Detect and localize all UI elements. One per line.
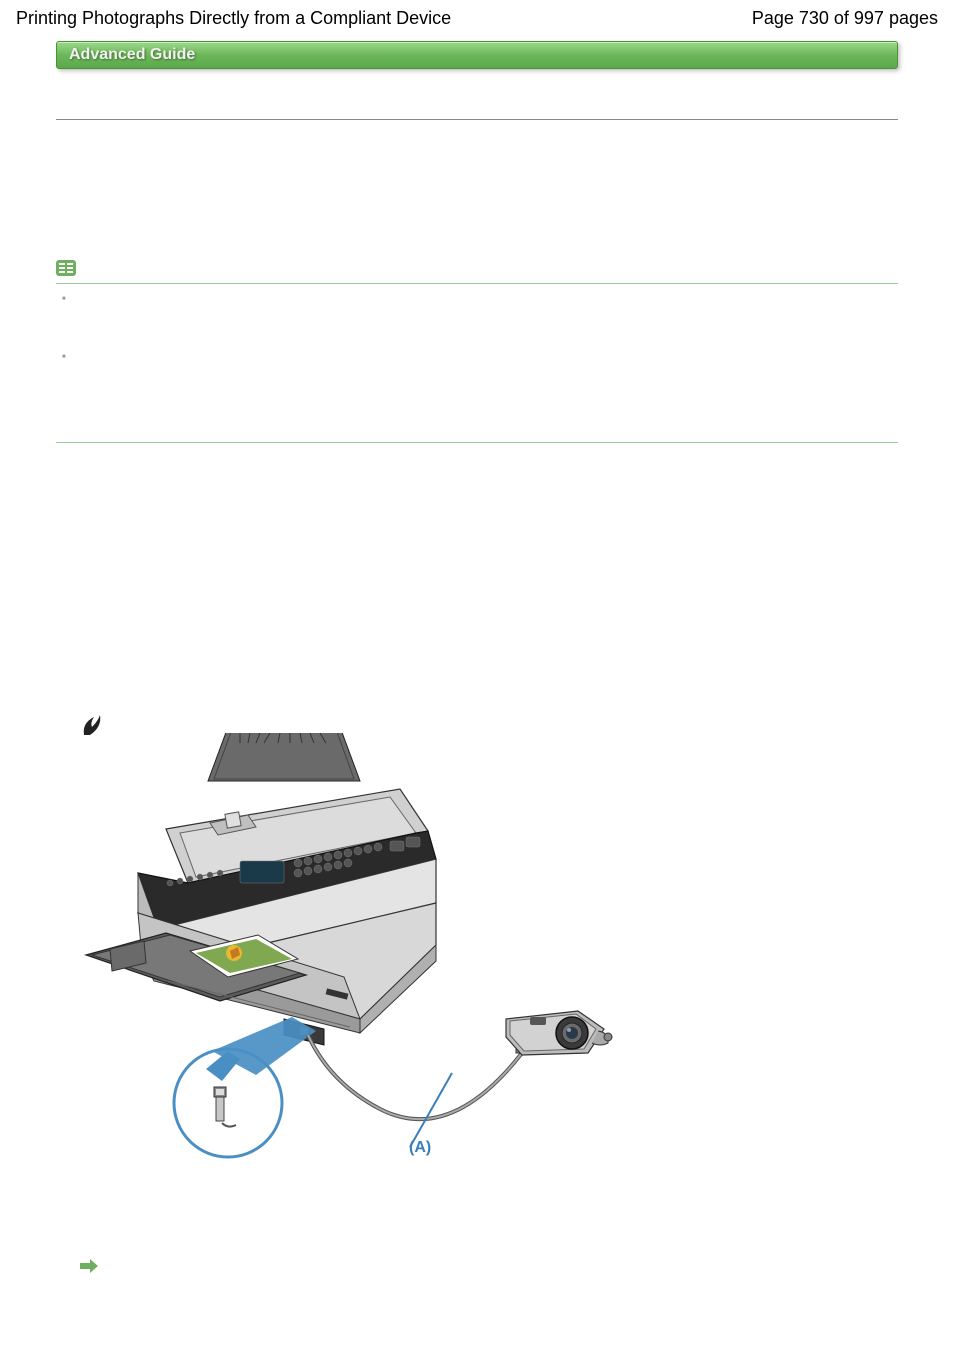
advanced-guide-bar: Advanced Guide [56,41,898,69]
printer-figure: (A) [80,723,640,1183]
advanced-guide-label: Advanced Guide [69,46,195,64]
figure-label-a: (A) [409,1139,431,1157]
note-section [56,260,898,372]
page-title: Printing Photographs Directly from a Com… [16,8,451,29]
page-info: Page 730 of 997 pages [752,8,938,29]
note-icon [56,260,76,276]
list-item [80,296,898,314]
note-divider [56,283,898,284]
section-divider [56,442,898,443]
list-item [80,354,898,372]
printer-illustration [80,733,640,1183]
top-divider [56,119,898,120]
arrow-right-icon [80,1259,898,1278]
